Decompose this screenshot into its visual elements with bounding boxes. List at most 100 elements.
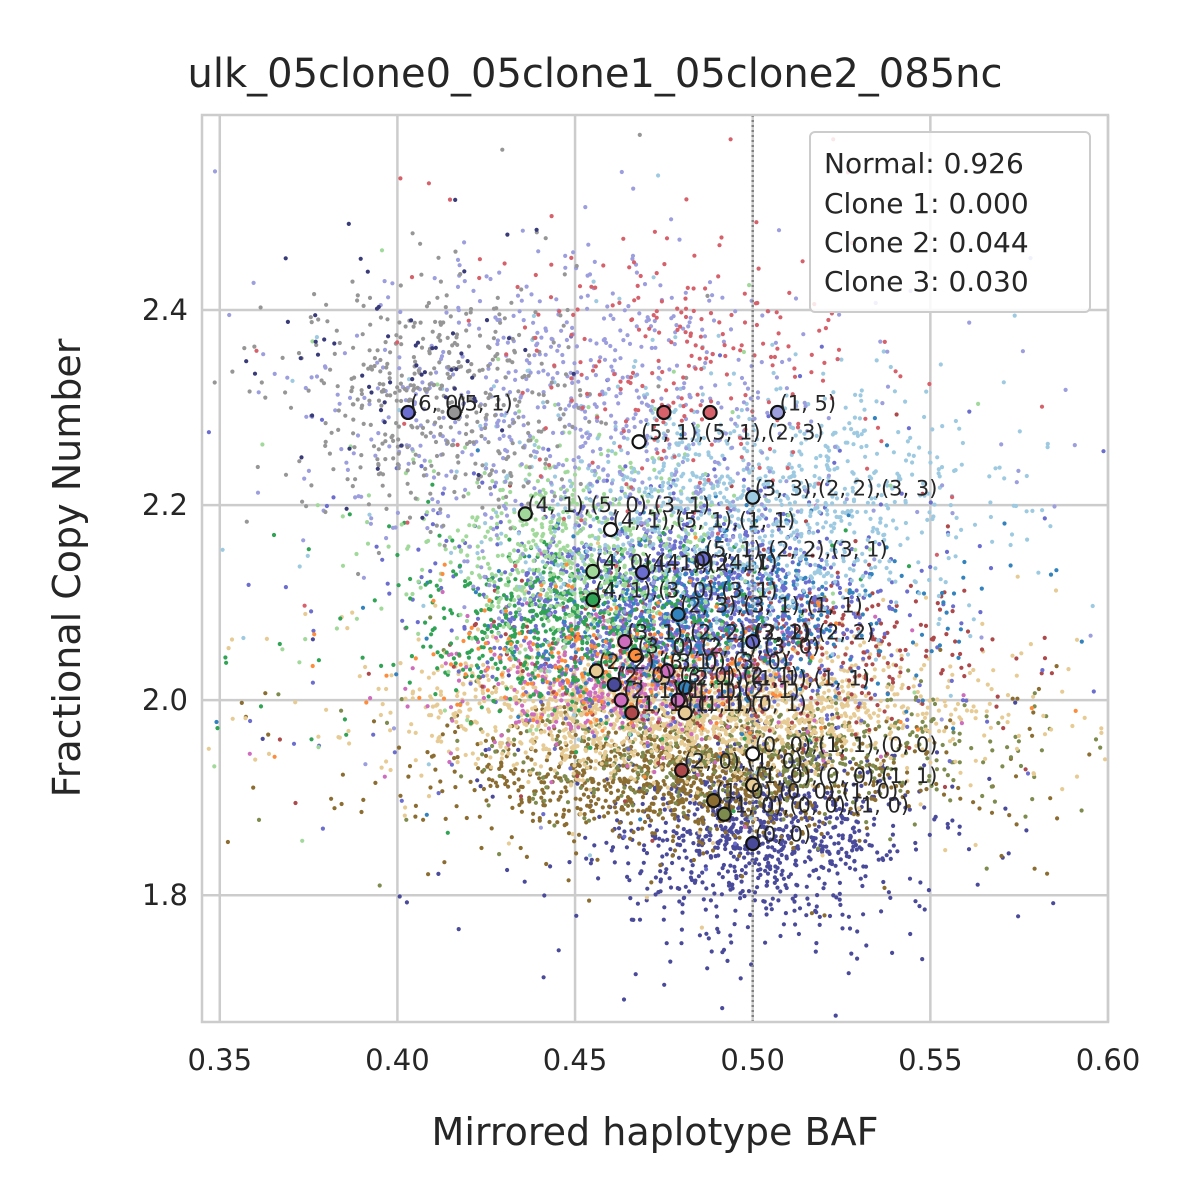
data-point (523, 880, 527, 884)
data-point (717, 872, 721, 876)
data-point (735, 775, 739, 779)
data-point (507, 703, 511, 707)
data-point (778, 889, 782, 893)
data-point (958, 825, 962, 829)
data-point (660, 746, 664, 750)
data-point (901, 726, 905, 730)
data-point (566, 702, 570, 706)
data-point (553, 769, 557, 773)
data-point (814, 950, 818, 954)
data-point (517, 777, 521, 781)
data-point (676, 824, 680, 828)
data-point (576, 725, 580, 729)
data-point (500, 756, 504, 760)
data-point (557, 689, 561, 693)
data-point (933, 702, 937, 706)
data-point (576, 698, 580, 702)
data-point (381, 702, 385, 706)
data-point (916, 713, 920, 717)
data-point (770, 855, 774, 859)
data-point (1015, 697, 1019, 701)
data-point (726, 869, 730, 873)
data-point (938, 608, 942, 612)
data-point (962, 693, 966, 697)
data-point (251, 786, 255, 790)
data-point (684, 816, 688, 820)
data-point (734, 738, 738, 742)
data-point (506, 752, 510, 756)
data-point (582, 793, 586, 797)
data-point (634, 972, 638, 976)
data-point (558, 705, 562, 709)
data-point (494, 729, 498, 733)
data-point (1075, 775, 1079, 779)
data-point (852, 826, 856, 830)
data-point (889, 857, 893, 861)
data-point (608, 758, 612, 762)
data-point (765, 884, 769, 888)
data-point (550, 734, 554, 738)
data-point (870, 678, 874, 682)
data-point (664, 738, 668, 742)
data-point (464, 753, 468, 757)
data-point (276, 692, 280, 696)
data-point (738, 719, 742, 723)
data-point (950, 653, 954, 657)
data-point (695, 807, 699, 811)
data-point (650, 749, 654, 753)
data-point (843, 704, 847, 708)
data-point (703, 834, 707, 838)
data-point (656, 786, 660, 790)
data-point (567, 878, 571, 882)
data-point (734, 876, 738, 880)
data-point (1043, 732, 1047, 736)
data-point (570, 735, 574, 739)
data-point (737, 836, 741, 840)
data-point (740, 868, 744, 872)
data-point (459, 724, 463, 728)
data-point (648, 785, 652, 789)
data-point (429, 713, 433, 717)
data-point (854, 720, 858, 724)
data-point (685, 780, 689, 784)
data-point (557, 765, 561, 769)
data-point (720, 1006, 724, 1010)
data-point (727, 881, 731, 885)
data-point (921, 720, 925, 724)
data-point (230, 637, 234, 641)
data-point (885, 685, 889, 689)
data-point (602, 779, 606, 783)
data-point (450, 719, 454, 723)
data-point (865, 826, 869, 830)
data-point (518, 740, 522, 744)
data-point (761, 899, 765, 903)
data-point (820, 839, 824, 843)
data-point (547, 726, 551, 730)
data-point (591, 809, 595, 813)
data-point (848, 926, 852, 930)
data-point (389, 768, 393, 772)
data-point (531, 797, 535, 801)
data-point (1031, 695, 1035, 699)
data-point (876, 603, 880, 607)
data-point (708, 827, 712, 831)
data-point (820, 646, 824, 650)
data-point (665, 752, 669, 756)
data-point (499, 696, 503, 700)
data-point (958, 760, 962, 764)
data-point (389, 673, 393, 677)
data-point (383, 775, 387, 779)
data-point (591, 730, 595, 734)
data-point (1009, 755, 1013, 759)
data-point (617, 826, 621, 830)
data-point (923, 907, 927, 911)
data-point (1043, 636, 1047, 640)
data-point (1098, 746, 1102, 750)
data-point (763, 941, 767, 945)
data-point (465, 614, 469, 618)
data-point (332, 806, 336, 810)
data-point (1030, 797, 1034, 801)
data-point (515, 762, 519, 766)
data-point (810, 911, 814, 915)
data-point (691, 775, 695, 779)
